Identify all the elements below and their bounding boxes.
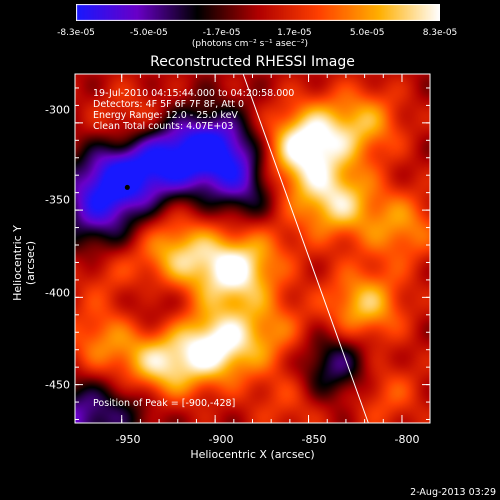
colorbar bbox=[76, 4, 440, 21]
colorbar-tick-label: -5.0e-05 bbox=[129, 28, 168, 38]
info-line-4: Clean Total counts: 4.07E+03 bbox=[93, 121, 234, 132]
colorbar-tick-label: -1.7e-05 bbox=[202, 28, 241, 38]
y-tick-label: -350 bbox=[45, 193, 70, 207]
chart-title: Reconstructed RHESSI Image bbox=[150, 54, 355, 70]
heatmap-image bbox=[75, 74, 430, 423]
colorbar-tick-label: 5.0e-05 bbox=[349, 28, 385, 38]
timestamp: 2-Aug-2013 03:29 bbox=[410, 487, 496, 498]
y-axis-label: Heliocentric Y (arcsec) bbox=[11, 225, 37, 301]
colorbar-tick-label: -8.3e-05 bbox=[57, 28, 95, 38]
y-tick-label: -400 bbox=[45, 286, 70, 300]
peak-position-label: Position of Peak = [-900,-428] bbox=[93, 398, 236, 409]
x-tick-label: -850 bbox=[301, 433, 327, 446]
x-tick-label: -950 bbox=[115, 433, 141, 446]
source-marker bbox=[124, 184, 130, 190]
x-tick-label: -900 bbox=[208, 433, 234, 446]
solar-limb-line bbox=[242, 73, 369, 424]
info-line-2: Detectors: 4F 5F 6F 7F 8F, Att 0 bbox=[93, 99, 245, 110]
y-tick-label: -450 bbox=[45, 378, 70, 392]
colorbar-tick-label: 1.7e-05 bbox=[277, 28, 312, 38]
colorbar-units: (photons cm⁻² s⁻¹ asec⁻²) bbox=[191, 39, 309, 49]
y-tick-label: -300 bbox=[45, 103, 70, 117]
info-line-1: 19-Jul-2010 04:15:44.000 to 04:20:58.000 bbox=[93, 88, 295, 99]
x-axis-label: Heliocentric X (arcsec) bbox=[190, 448, 315, 461]
colorbar-tick-label: 8.3e-05 bbox=[422, 28, 458, 38]
x-tick-label: -800 bbox=[394, 433, 420, 446]
info-line-3: Energy Range: 12.0 - 25.0 keV bbox=[93, 110, 238, 121]
